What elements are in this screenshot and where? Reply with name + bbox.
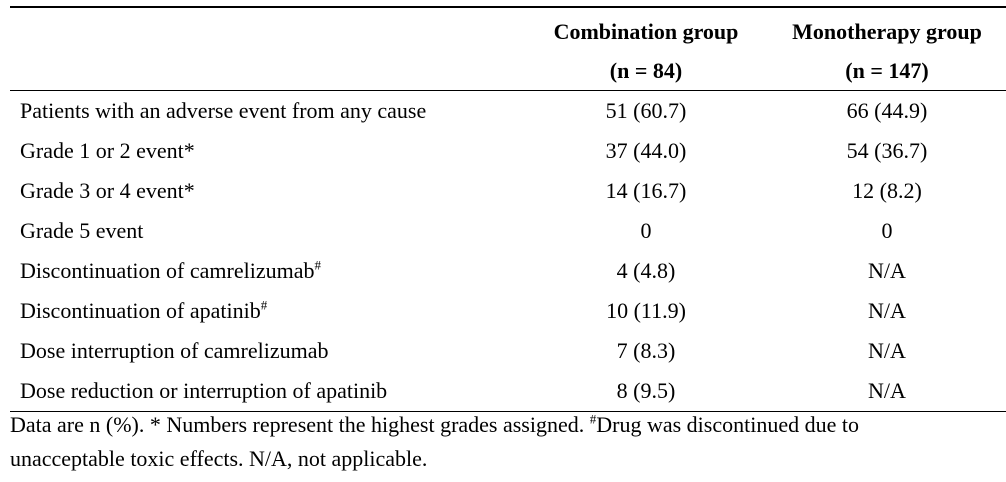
table-row: Dose reduction or interruption of apatin…: [10, 371, 1006, 412]
combination-value: 10 (11.9): [606, 298, 686, 323]
combination-value: 37 (44.0): [605, 138, 687, 163]
monotherapy-value: N/A: [868, 338, 906, 363]
row-label-text: Patients with an adverse event from any …: [20, 98, 427, 123]
monotherapy-value: 66 (44.9): [846, 98, 928, 123]
table-row: Discontinuation of camrelizumab# 4 (4.8) N…: [10, 251, 1006, 291]
row-label: Dose interruption of camrelizumab: [10, 331, 524, 371]
header-combination-n: (n = 84): [524, 52, 768, 91]
combination-value: 51 (60.7): [605, 98, 687, 123]
row-label-text: Discontinuation of camrelizumab: [20, 258, 315, 283]
table-row: Grade 5 event 0 0: [10, 211, 1006, 251]
row-label-text: Dose reduction or interruption of apatin…: [20, 378, 388, 403]
header-combination-title: Combination group: [524, 6, 768, 52]
row-label-text: Grade 3 or 4 event*: [20, 178, 195, 203]
row-label: Patients with an adverse event from any …: [10, 91, 524, 132]
combination-value: 14 (16.7): [605, 178, 687, 203]
footnote-text-2: Drug was discontinued due to unacceptabl…: [10, 412, 859, 471]
row-label: Discontinuation of apatinib#: [10, 291, 524, 331]
row-label: Grade 5 event: [10, 211, 524, 251]
monotherapy-value: N/A: [768, 371, 1006, 412]
table-body: Patients with an adverse event from any …: [10, 91, 1006, 412]
footnote-hash-marker: #: [589, 411, 597, 427]
combination-value: 8 (9.5): [524, 371, 768, 412]
header-blank-cell: [10, 52, 524, 91]
table-row: Grade 3 or 4 event* 14 (16.7) 12 (8.2): [10, 171, 1006, 211]
row-label: Grade 1 or 2 event*: [10, 131, 524, 171]
table-footnote: Data are n (%). * Numbers represent the …: [10, 408, 970, 476]
monotherapy-value: 54 (36.7): [846, 138, 928, 163]
row-label: Dose reduction or interruption of apatin…: [10, 371, 524, 412]
header-monotherapy-n: (n = 147): [768, 52, 1006, 91]
table-row: Discontinuation of apatinib# 10 (11.9) N/A: [10, 291, 1006, 331]
combination-value: 7 (8.3): [616, 338, 676, 363]
row-label: Grade 3 or 4 event*: [10, 171, 524, 211]
table-row: Grade 1 or 2 event* 37 (44.0) 54 (36.7): [10, 131, 1006, 171]
row-label-sup-marker: #: [314, 257, 321, 273]
row-label-sup-marker: #: [260, 297, 268, 313]
monotherapy-value: 0: [881, 218, 893, 243]
footnote-text-1: Data are n (%). * Numbers represent the …: [10, 412, 590, 437]
monotherapy-value: 12 (8.2): [852, 178, 922, 203]
row-label-text: Grade 5 event: [20, 218, 144, 243]
row-label-text: Grade 1 or 2 event*: [20, 138, 195, 163]
header-monotherapy-title: Monotherapy group: [768, 6, 1006, 52]
monotherapy-value: N/A: [868, 258, 906, 283]
row-label-text: Dose interruption of camrelizumab: [20, 338, 329, 363]
header-blank-cell: [10, 6, 524, 52]
adverse-events-table: Combination group Monotherapy group (n =…: [10, 6, 1006, 412]
row-label: Discontinuation of camrelizumab#: [10, 251, 524, 291]
row-label-text: Discontinuation of apatinib: [20, 298, 261, 323]
combination-value: 4 (4.8): [616, 258, 676, 283]
combination-value: 0: [640, 218, 652, 243]
monotherapy-value: N/A: [868, 298, 906, 323]
table-row: Patients with an adverse event from any …: [10, 91, 1006, 132]
adverse-events-table-container: Combination group Monotherapy group (n =…: [10, 6, 1006, 412]
table-header: Combination group Monotherapy group (n =…: [10, 6, 1006, 91]
table-row: Dose interruption of camrelizumab 7 (8.3)…: [10, 331, 1006, 371]
